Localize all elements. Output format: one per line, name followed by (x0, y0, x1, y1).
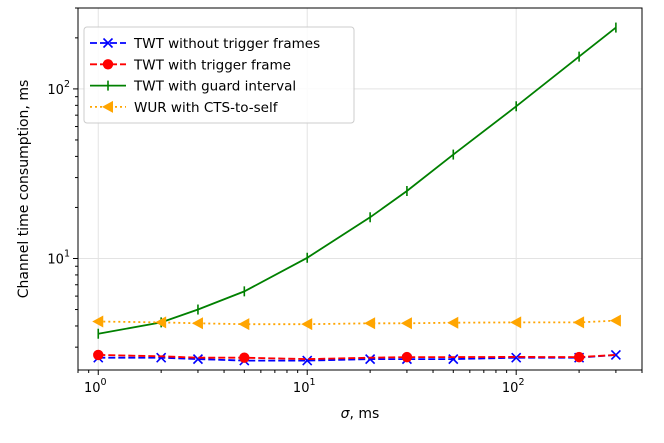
marker-stroke (610, 349, 621, 360)
x-tick-label-base: 10 (293, 381, 310, 396)
series-3-point-4 (301, 318, 313, 331)
y-tick-label-base: 10 (47, 252, 64, 267)
series-3-point-5 (364, 317, 376, 330)
series-3-point-10 (609, 314, 621, 327)
marker-stroke (156, 352, 167, 363)
series-3-point-0 (92, 315, 104, 328)
series-0-point-4 (302, 355, 313, 366)
series-3-point-8 (510, 316, 522, 329)
x-tick-label-base: 10 (502, 381, 519, 396)
x-tick-label-1: 101 (293, 377, 316, 396)
series-0-point-2 (192, 354, 204, 365)
legend-label-3: WUR with CTS-to-self (134, 100, 279, 116)
series-3-point-3 (238, 318, 250, 331)
series-0-point-10 (610, 349, 621, 360)
legend-label-0: TWT without trigger frames (133, 36, 320, 52)
series-3-point-1 (155, 316, 167, 329)
marker-stroke (102, 37, 114, 49)
series-1-point-0 (93, 349, 104, 361)
x-tick-label-exponent: 2 (518, 377, 524, 388)
marker-stroke (302, 355, 313, 366)
series-3-point-2 (191, 317, 203, 330)
legend-box (83, 26, 355, 124)
series-0-point-5 (365, 354, 376, 365)
series-2 (97, 22, 617, 339)
series-0-point-1 (156, 352, 167, 363)
series-line-1 (98, 354, 616, 361)
legend: TWT without trigger frames TWT with trigg… (83, 26, 355, 124)
x-tick-label-0: 100 (84, 377, 107, 396)
x-axis-label: σ, ms (341, 406, 380, 422)
series-1-point-1 (239, 352, 250, 363)
x-tick-label-exponent: 0 (101, 377, 107, 388)
legend-marker-3 (102, 100, 113, 113)
series-0-point-8 (511, 352, 522, 363)
y-tick-label-0: 101 (47, 248, 70, 267)
marker-stroke (448, 354, 459, 365)
series-3-point-9 (573, 316, 585, 329)
series-layer (92, 22, 621, 366)
y-tick-label-exponent: 2 (64, 79, 70, 90)
series-1-point-2 (401, 351, 413, 363)
x-tick-label-exponent: 1 (309, 377, 315, 388)
legend-label-1: TWT with trigger frame (133, 57, 291, 73)
y-axis-label: Channel time consumption, ms (16, 80, 32, 298)
x-tick-label-2: 102 (502, 377, 525, 396)
y-tick-label-exponent: 1 (64, 248, 70, 259)
x-axis-label-rest: , ms (350, 406, 380, 422)
legend-item-2: TWT with guard interval (90, 79, 296, 95)
series-3 (92, 314, 621, 331)
y-tick-label-1: 102 (47, 79, 70, 98)
series-1 (93, 349, 616, 363)
marker-stroke (511, 352, 522, 363)
marker-stroke (192, 354, 204, 365)
x-axis-label-symbol: σ (341, 406, 351, 422)
legend-item-0: TWT without trigger frames (90, 36, 320, 52)
x-tick-label-base: 10 (84, 381, 101, 396)
marker-stroke (365, 354, 376, 365)
legend-marker-1 (102, 59, 114, 70)
legend-marker-0 (102, 37, 114, 49)
y-tick-label-base: 10 (47, 83, 64, 98)
plot-frame (77, 7, 643, 371)
series-line-3 (98, 319, 616, 326)
legend-label-2: TWT with guard interval (133, 79, 296, 95)
series-0-point-7 (448, 354, 459, 365)
series-1-point-3 (573, 351, 585, 363)
legend-item-3: WUR with CTS-to-self (90, 100, 279, 116)
series-3-point-7 (447, 316, 459, 329)
legend-item-1: TWT with trigger frame (90, 57, 291, 73)
series-3-point-6 (400, 317, 412, 330)
